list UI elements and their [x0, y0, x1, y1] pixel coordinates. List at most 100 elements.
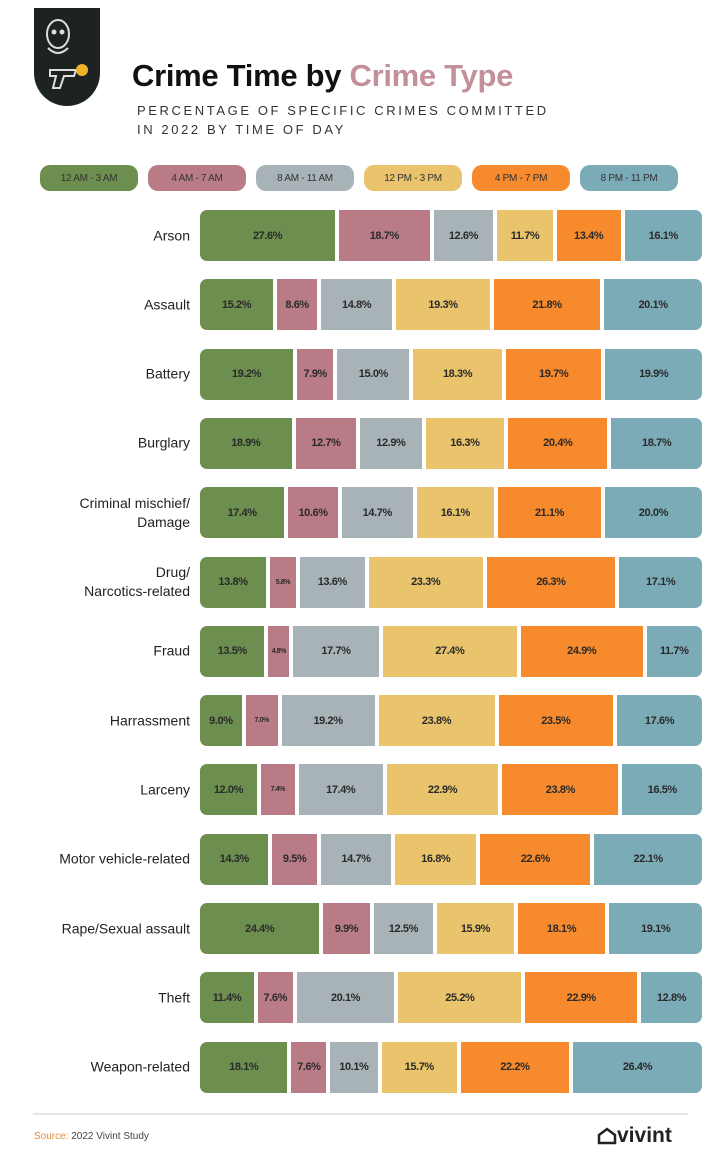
bar-row: Arson 27.6% 18.7% 12.6% 11.7% 13.4% 16.1% [0, 210, 720, 261]
legend-item: 12 AM - 3 AM [40, 165, 138, 191]
bar-segment: 18.7% [611, 417, 702, 469]
bar-row: Theft 11.4% 7.6% 20.1% 25.2% 22.9% 12.8% [0, 972, 720, 1024]
bar-segment: 14.7% [320, 833, 392, 885]
category-label: Rape/Sexual assault [61, 920, 190, 936]
category-label: Burglary [137, 434, 190, 451]
bar-segment: 26.3% [486, 556, 616, 608]
legend-item: 8 AM - 11 AM [256, 165, 354, 191]
bar-segment: 23.5% [498, 695, 614, 747]
bar-segment: 23.3% [368, 556, 483, 608]
bar-segment: 19.9% [605, 348, 702, 400]
bar-segment: 17.6% [617, 695, 702, 747]
bar-segment: 24.4% [200, 903, 320, 954]
bar-segment: 14.3% [200, 833, 269, 885]
bar-segment: 17.4% [200, 487, 285, 539]
category-label: Motor vehicle-related [59, 850, 190, 867]
bar-segment: 9.5% [272, 833, 317, 885]
legend-item: 8 PM - 11 PM [580, 165, 678, 191]
category-label: Criminal mischief/ Damage [79, 494, 190, 530]
bar-segment: 23.8% [502, 764, 619, 816]
bar-segment: 16.3% [425, 417, 505, 469]
legend-item: 4 PM - 7 PM [472, 165, 570, 191]
bar-segment: 11.7% [646, 625, 702, 677]
stacked-bar: 13.5% 4.8% 17.7% 27.4% 24.9% 11.7% [200, 625, 702, 677]
bar-segment: 22.6% [480, 833, 591, 885]
bar-row: Assault 15.2% 8.6% 14.8% 19.3% 21.8% 20.1% [0, 279, 720, 331]
bar-segment: 20.1% [604, 279, 702, 331]
bar-segment: 19.3% [396, 279, 490, 331]
bar-segment: 25.2% [398, 972, 522, 1024]
bar-segment: 13.5% [200, 625, 265, 677]
bar-segment: 12.5% [373, 903, 434, 954]
bar-row: Criminal mischief/ Damage 17.4% 10.6% 14.7%… [0, 487, 720, 539]
bar-segment: 24.9% [520, 625, 643, 677]
bar-segment: 7.6% [257, 972, 293, 1024]
masked-criminal-with-gun-icon [34, 8, 100, 106]
bar-segment: 19.7% [505, 348, 602, 400]
stacked-bar: 19.2% 7.9% 15.0% 18.3% 19.7% 19.9% [200, 348, 702, 400]
page-title: Crime Time by Crime Type [132, 58, 513, 94]
bar-segment: 22.9% [386, 764, 499, 816]
bar-row: Weapon-related 18.1% 7.6% 10.1% 15.7% 22.2% 26… [0, 1041, 720, 1093]
bar-row: Drug/ Narcotics-related 13.8% 5.8% 13.6% 23.… [0, 556, 720, 608]
bar-segment: 22.1% [594, 833, 702, 885]
bar-segment: 27.6% [200, 210, 336, 261]
bar-segment: 17.4% [298, 764, 383, 816]
bar-segment: 13.4% [556, 210, 621, 261]
bar-row: Harrassment 9.0% 7.0% 19.2% 23.8% 23.5% 17.6% [0, 695, 720, 747]
bar-segment: 13.8% [200, 556, 266, 608]
stacked-bar: 11.4% 7.6% 20.1% 25.2% 22.9% 12.8% [200, 972, 702, 1024]
bar-segment: 9.9% [323, 903, 370, 954]
bar-segment: 19.2% [281, 695, 375, 747]
vivint-logo: vivint [597, 1124, 672, 1148]
bar-segment: 12.8% [641, 972, 702, 1024]
bar-segment: 20.4% [508, 417, 608, 469]
bar-row: Fraud 13.5% 4.8% 17.7% 27.4% 24.9% 11.7% [0, 625, 720, 677]
stacked-bar: 27.6% 18.7% 12.6% 11.7% 13.4% 16.1% [200, 210, 702, 261]
category-label: Arson [153, 227, 190, 243]
subtitle-line: IN 2022 BY TIME OF DAY [137, 122, 346, 137]
bar-segment: 16.1% [416, 487, 495, 539]
stacked-bar: 18.1% 7.6% 10.1% 15.7% 22.2% 26.4% [200, 1041, 702, 1093]
bar-segment: 23.8% [378, 695, 495, 747]
bar-segment: 14.7% [342, 487, 413, 539]
source-text: 2022 Vivint Study [68, 1131, 149, 1142]
legend: 12 AM - 3 AM 4 AM - 7 AM 8 AM - 11 AM 12 PM… [40, 165, 678, 191]
stacked-bar: 18.9% 12.7% 12.9% 16.3% 20.4% 18.7% [200, 417, 702, 469]
bar-segment: 8.6% [277, 279, 318, 331]
stacked-bar: 24.4% 9.9% 12.5% 15.9% 18.1% 19.1% [200, 903, 702, 954]
bar-segment: 16.8% [395, 833, 477, 885]
bar-segment: 18.9% [200, 417, 292, 469]
bar-segment: 18.1% [517, 903, 606, 954]
bar-segment: 18.3% [413, 348, 502, 400]
category-label: Theft [158, 989, 190, 1006]
bar-segment: 17.7% [293, 625, 379, 677]
bar-segment: 14.8% [321, 279, 393, 331]
stacked-bar: 14.3% 9.5% 14.7% 16.8% 22.6% 22.1% [200, 833, 702, 885]
bar-segment: 18.1% [200, 1041, 288, 1093]
category-label: Battery [145, 365, 190, 382]
bar-row: Battery 19.2% 7.9% 15.0% 18.3% 19.7% 19.9% [0, 348, 720, 400]
category-label: Assault [144, 296, 190, 313]
title-part: Crime Time by [132, 58, 350, 93]
category-label: Weapon-related [90, 1058, 190, 1075]
category-label: Drug/ Narcotics-related [84, 564, 190, 599]
bar-segment: 17.1% [619, 556, 702, 608]
bar-row: Rape/Sexual assault 24.4% 9.9% 12.5% 15.9% 18… [0, 903, 720, 954]
bar-segment: 20.1% [296, 972, 395, 1024]
bar-row: Burglary 18.9% 12.7% 12.9% 16.3% 20.4% 18.7% [0, 417, 720, 469]
bar-segment: 10.6% [288, 487, 339, 539]
subtitle-line: PERCENTAGE OF SPECIFIC CRIMES COMMITTED [137, 103, 549, 118]
bar-segment: 21.8% [493, 279, 601, 331]
stacked-bar: 9.0% 7.0% 19.2% 23.8% 23.5% 17.6% [200, 695, 702, 747]
bar-segment: 19.2% [200, 348, 294, 400]
bar-segment: 15.0% [337, 348, 410, 400]
stacked-bar: 13.8% 5.8% 13.6% 23.3% 26.3% 17.1% [200, 556, 702, 608]
stacked-bar: 12.0% 7.4% 17.4% 22.9% 23.8% 16.5% [200, 764, 702, 816]
bar-segment: 7.4% [260, 764, 295, 816]
bar-segment: 22.2% [460, 1041, 569, 1093]
bar-segment: 15.9% [437, 903, 514, 954]
source-label: Source: [34, 1131, 69, 1142]
bar-segment: 5.8% [270, 556, 296, 608]
